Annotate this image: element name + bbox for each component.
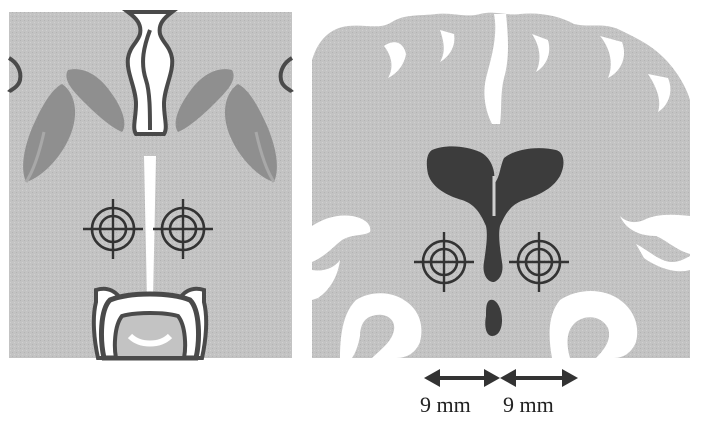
coronal-right-sylvian [620, 214, 690, 254]
axial-right-caudate [175, 69, 234, 132]
coronal-sulcus-2 [440, 30, 455, 62]
coronal-left-sylvian [312, 215, 371, 262]
axial-section-panel [7, 10, 294, 361]
axial-left-caudate [66, 69, 125, 132]
left-measurement-label: 9 mm [420, 392, 471, 417]
right-measurement-label: 9 mm [503, 392, 554, 417]
coronal-interhemispheric [484, 14, 508, 124]
coronal-right-temporal-gap [549, 291, 638, 358]
left-arrow-head-right-icon [484, 369, 500, 387]
left-arrow-head-left-icon [424, 369, 440, 387]
coronal-sulcus-5 [648, 74, 671, 112]
coronal-sulcus-3 [532, 34, 550, 72]
measurement-arrows: 9 mm 9 mm [420, 369, 578, 417]
coronal-third-ventricle [485, 299, 502, 336]
axial-interhemispheric-fissure [122, 10, 178, 136]
right-arrow-head-right-icon [562, 369, 578, 387]
coronal-sulcus-1 [384, 42, 406, 78]
coronal-section-panel [312, 12, 690, 359]
axial-left-edge [7, 56, 23, 94]
axial-third-ventricle [144, 156, 156, 300]
coronal-left-temporal-gap [340, 293, 422, 358]
right-arrow-head-left-icon [500, 369, 516, 387]
coronal-sulcus-4 [600, 36, 625, 78]
axial-right-edge [278, 56, 294, 94]
